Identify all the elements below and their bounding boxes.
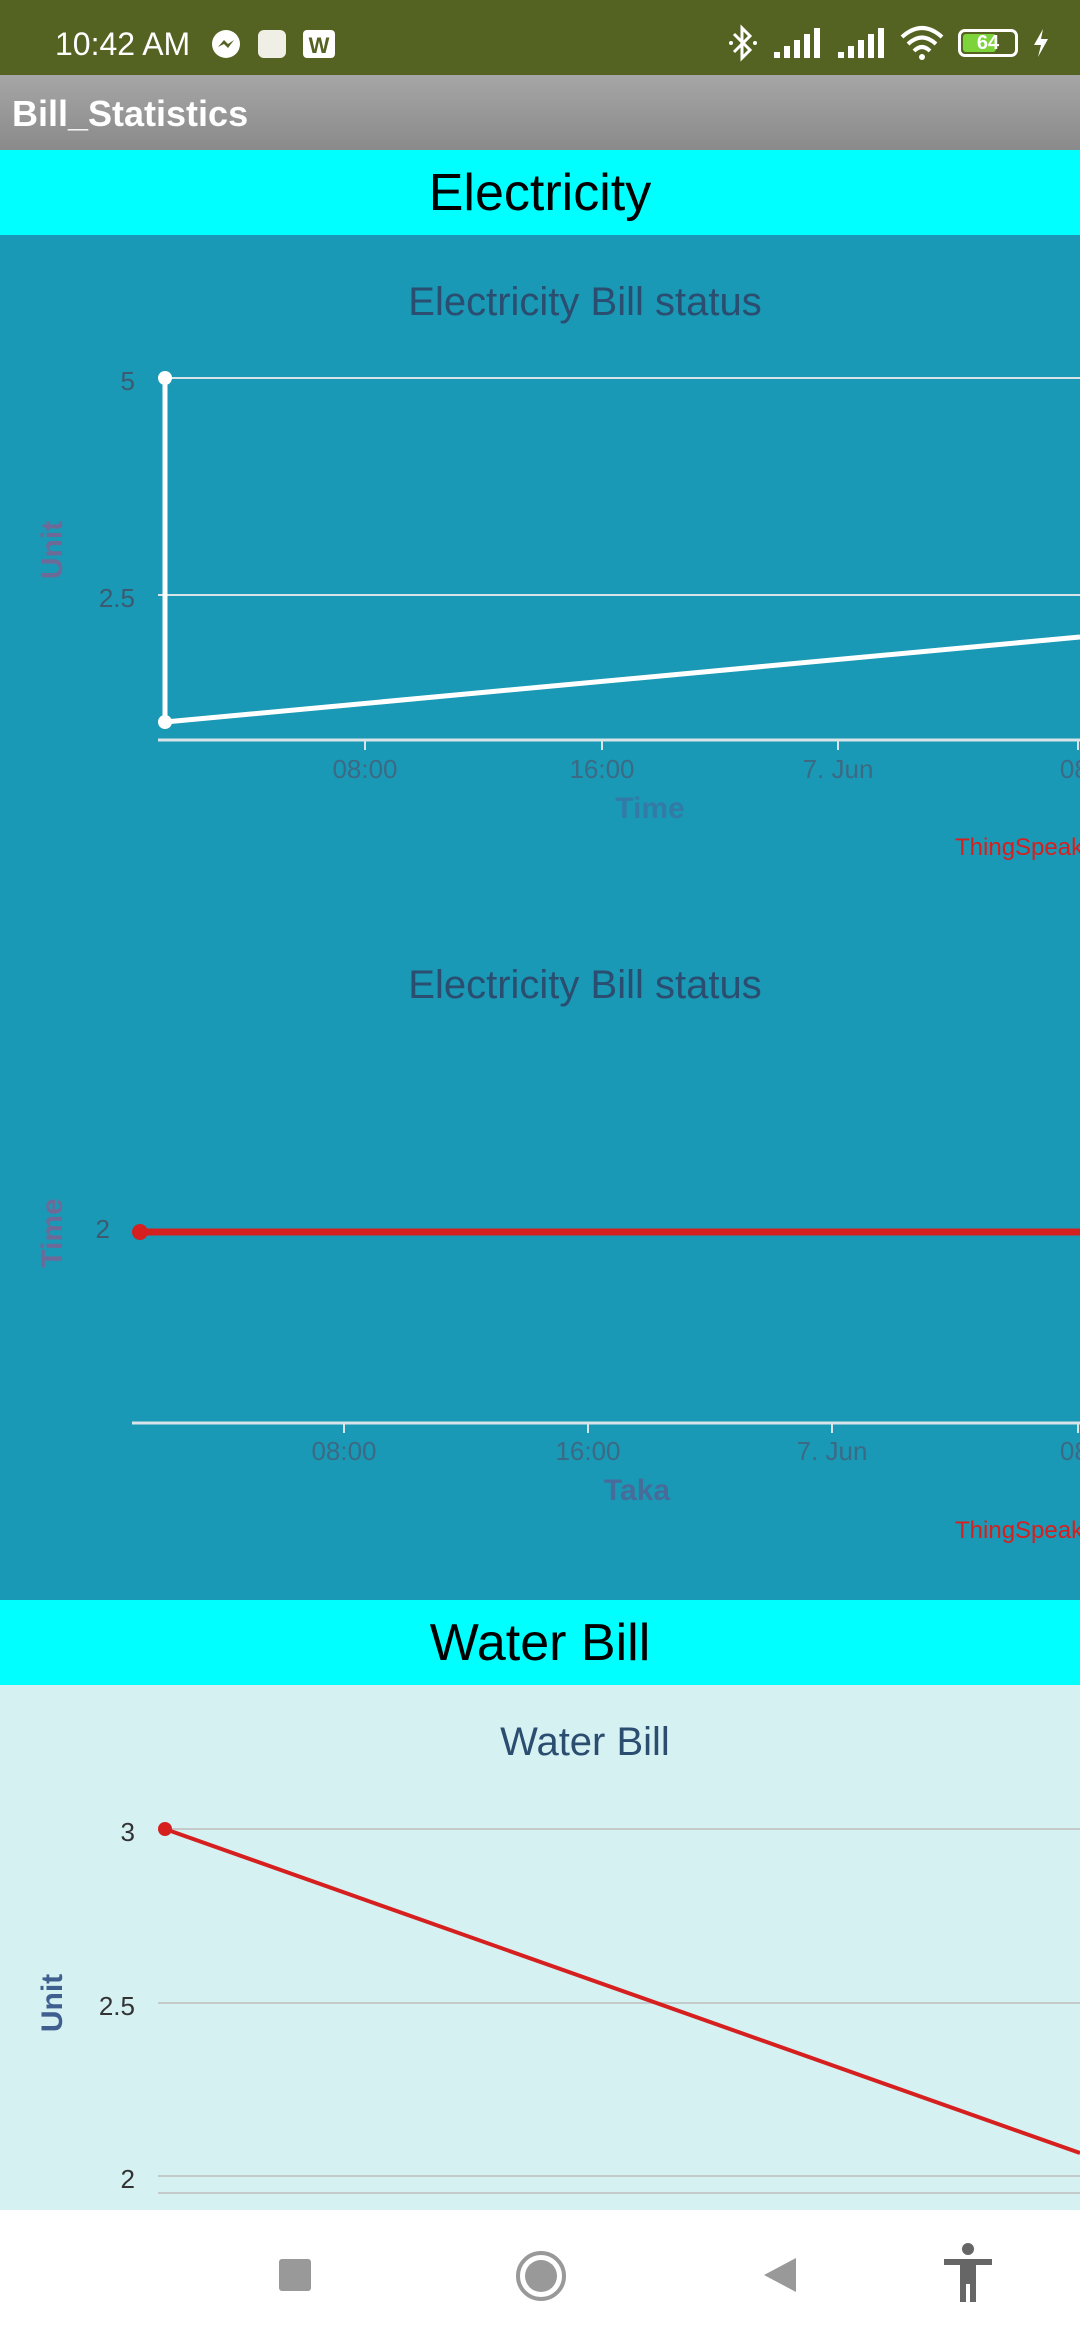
electricity-panel: Electricity Bill status 5 2.5 08:00 16:0… [0, 235, 1080, 1600]
accessibility-icon[interactable] [942, 2242, 994, 2304]
chart3-series-line [164, 1827, 1080, 2155]
chart2-x-tick-label: 7. Jun [797, 1436, 868, 1466]
chart1-x-tick-label: 08:00 [332, 754, 397, 784]
status-bar: 10:42 AM W [0, 0, 1080, 75]
chart1-series-line [162, 378, 1080, 725]
water-chart: Water Bill 3 2.5 2 Unit [36, 1720, 1080, 2194]
home-icon[interactable] [515, 2250, 567, 2302]
chart2-point [132, 1224, 148, 1240]
chart3-title: Water Bill [500, 1720, 670, 1764]
chart2-x-tick-label: 16:00 [555, 1436, 620, 1466]
chart3-point [158, 1822, 172, 1836]
chart1-title: Electricity Bill status [408, 280, 761, 324]
chart2-x-tick-label: 08: [1060, 1436, 1080, 1466]
chart3-y-tick-2-5: 2.5 [99, 1991, 135, 2021]
chart1-y-label: Unit [36, 521, 69, 579]
chart2-credit[interactable]: ThingSpeak [955, 1517, 1080, 1544]
chart1-x-tick-label: 7. Jun [803, 754, 874, 784]
electricity-chart-2: Electricity Bill status 2 08:00 16:00 7.… [36, 963, 1080, 1544]
chart1-x-label: Time [615, 792, 684, 825]
chart1-x-tick-label: 08: [1060, 754, 1080, 784]
chart3-y-tick-2: 2 [121, 2164, 135, 2194]
w-app-icon: W [303, 30, 335, 58]
chart2-title: Electricity Bill status [408, 963, 761, 1007]
svg-text:W: W [309, 33, 330, 58]
chart2-y-label: Time [36, 1198, 69, 1267]
chart1-x-tick-label: 16:00 [569, 754, 634, 784]
chart3-y-tick-3: 3 [121, 1817, 135, 1847]
navigation-bar [0, 2210, 1080, 2340]
square-notification-icon [258, 30, 286, 58]
messenger-icon [212, 30, 240, 58]
chart1-y-tick-2-5: 2.5 [99, 583, 135, 613]
section-header-water: Water Bill [0, 1600, 1080, 1685]
app-bar: Bill_Statistics [0, 75, 1080, 150]
signal-icon [838, 28, 884, 58]
charging-icon [1034, 29, 1048, 57]
chart1-credit[interactable]: ThingSpeak [955, 834, 1080, 861]
chart2-y-tick-2: 2 [96, 1214, 110, 1244]
wifi-icon [900, 26, 944, 60]
recents-icon[interactable] [278, 2258, 312, 2292]
section-header-electricity: Electricity [0, 150, 1080, 235]
chart1-point [158, 371, 172, 385]
chart2-x-tick-label: 08:00 [311, 1436, 376, 1466]
electricity-chart-1: Electricity Bill status 5 2.5 08:00 16:0… [36, 280, 1080, 861]
signal-icon [774, 28, 820, 58]
chart3-y-label: Unit [36, 1974, 69, 2032]
battery-icon: 64 [958, 29, 1018, 57]
chart2-x-label: Taka [604, 1474, 670, 1507]
chart1-point [158, 715, 172, 729]
battery-level: 64 [976, 31, 1000, 54]
app-title: Bill_Statistics [12, 93, 249, 134]
chart1-y-tick-5: 5 [121, 366, 135, 396]
back-icon[interactable] [762, 2256, 798, 2294]
status-time: 10:42 AM [55, 26, 191, 62]
bluetooth-icon [729, 24, 757, 62]
water-panel: Water Bill 3 2.5 2 Unit [0, 1685, 1080, 2210]
